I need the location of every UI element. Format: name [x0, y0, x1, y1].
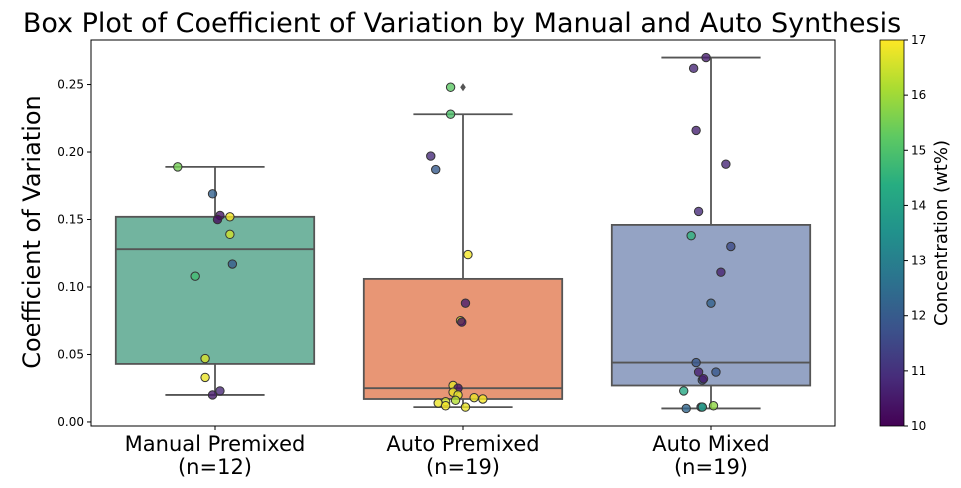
data-point — [215, 386, 225, 396]
data-point — [698, 374, 709, 384]
data-point — [426, 151, 436, 161]
data-point — [212, 214, 223, 225]
x-tick-count-label: (n=19) — [426, 455, 500, 479]
colorbar-tick-label: 16 — [911, 88, 926, 102]
data-point — [726, 241, 736, 252]
colorbar: 10 11 12 13 14 15 16 17 Concentration (wt%) — [879, 33, 952, 433]
data-point — [450, 395, 461, 406]
data-point — [440, 401, 451, 411]
data-point — [207, 390, 218, 400]
data-point — [445, 82, 456, 92]
y-tick-label: 0.05 — [57, 347, 84, 361]
data-point — [469, 392, 479, 403]
colorbar-ticks: 10 11 12 13 14 15 16 17 — [904, 33, 926, 433]
data-point — [691, 357, 701, 368]
data-point — [478, 394, 488, 404]
colorbar-tick-label: 12 — [911, 309, 926, 323]
data-point — [693, 367, 704, 377]
box-group-1 — [114, 165, 316, 396]
box-group-2 — [362, 83, 564, 409]
data-point — [691, 125, 701, 136]
data-point — [431, 164, 441, 175]
data-point — [457, 317, 467, 327]
data-point — [173, 162, 183, 172]
box-group-3 — [610, 56, 812, 410]
y-tick-label: 0.00 — [57, 415, 84, 429]
colorbar-tick-label: 13 — [911, 254, 926, 268]
data-point — [693, 206, 704, 217]
data-point — [686, 230, 696, 241]
data-point — [225, 229, 235, 240]
y-tick-label: 0.15 — [57, 213, 84, 227]
colorbar-gradient — [879, 39, 905, 427]
data-point — [697, 402, 708, 412]
data-point — [681, 403, 691, 414]
outlier-marker — [460, 83, 466, 92]
data-point — [688, 63, 699, 74]
x-tick-label: Auto Mixed — [652, 432, 769, 456]
data-point — [708, 401, 719, 411]
data-point — [200, 353, 210, 364]
data-point — [445, 109, 456, 119]
box-body — [362, 277, 564, 400]
data-point — [460, 298, 471, 308]
x-tick-label: Auto Premixed — [386, 432, 539, 456]
data-point — [227, 259, 238, 269]
y-tick-label: 0.10 — [57, 280, 84, 294]
colorbar-tick-label: 10 — [911, 419, 926, 433]
data-point — [225, 212, 235, 222]
y-axis-label: Coefficient of Variation — [18, 95, 46, 369]
y-tick-label: 0.20 — [57, 145, 84, 159]
x-tick-count-label: (n=19) — [674, 455, 748, 479]
colorbar-tick-label: 17 — [911, 33, 926, 47]
data-point — [679, 386, 689, 396]
data-point — [463, 249, 473, 260]
colorbar-tick-label: 11 — [911, 364, 926, 378]
box-body — [114, 215, 316, 365]
data-point — [716, 267, 726, 277]
x-tick-count-label: (n=12) — [178, 455, 252, 479]
data-point — [190, 271, 200, 281]
data-point — [200, 372, 210, 383]
data-point — [721, 159, 731, 169]
data-point — [706, 298, 716, 308]
data-point — [207, 189, 218, 199]
colorbar-tick-label: 15 — [911, 143, 926, 157]
data-point — [701, 52, 711, 63]
colorbar-tick-label: 14 — [911, 198, 926, 212]
y-tick-label: 0.25 — [57, 78, 84, 92]
chart-title: Box Plot of Coefficient of Variation by … — [23, 8, 901, 39]
colorbar-label: Concentration (wt%) — [931, 140, 952, 326]
data-point — [460, 402, 471, 412]
x-tick-label: Manual Premixed — [125, 432, 306, 456]
data-point — [711, 367, 721, 377]
